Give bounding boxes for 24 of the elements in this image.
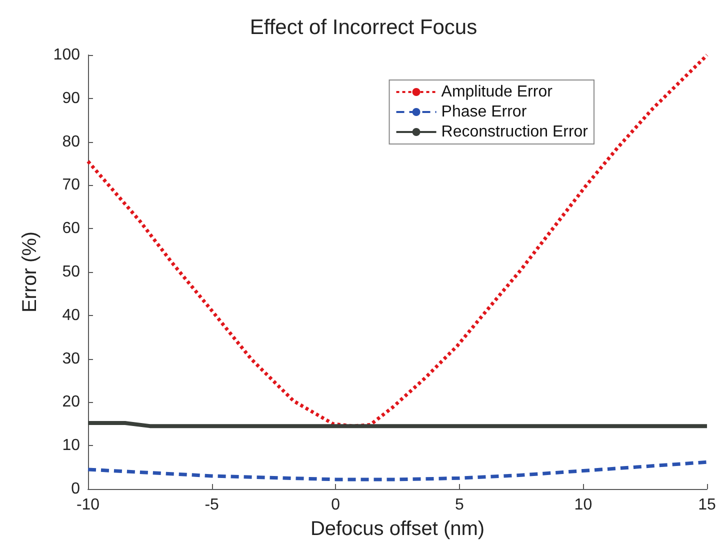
- y-axis-title: Error (%): [19, 231, 41, 313]
- legend-label: Reconstruction Error: [441, 124, 589, 140]
- y-tick-label: 40: [62, 306, 80, 324]
- legend-label: Amplitude Error: [441, 84, 554, 100]
- y-tick-label: 20: [62, 394, 80, 411]
- x-tick-label: -10: [76, 496, 100, 514]
- y-tick-label: 50: [62, 264, 80, 280]
- y-tick-label: 100: [53, 46, 80, 64]
- x-tick-label: 0: [331, 496, 340, 514]
- x-tick-label: 15: [698, 496, 716, 514]
- x-tick-label: 10: [574, 496, 592, 514]
- x-axis-title: Defocus offset (nm): [310, 518, 485, 540]
- legend-label: Phase Error: [441, 104, 528, 120]
- y-tick-label: 60: [62, 220, 80, 238]
- y-tick-label: 80: [62, 133, 80, 150]
- y-tick-label: 70: [62, 176, 80, 194]
- y-tick-label: 0: [71, 480, 80, 498]
- y-tick-label: 30: [62, 350, 80, 368]
- y-tick-label: 90: [62, 90, 80, 107]
- chart-title: Effect of Incorrect Focus: [250, 16, 478, 39]
- x-tick-label: -5: [204, 496, 220, 514]
- line-series: [86, 460, 709, 482]
- y-tick-label: 10: [62, 437, 80, 454]
- x-tick-label: 5: [454, 496, 464, 514]
